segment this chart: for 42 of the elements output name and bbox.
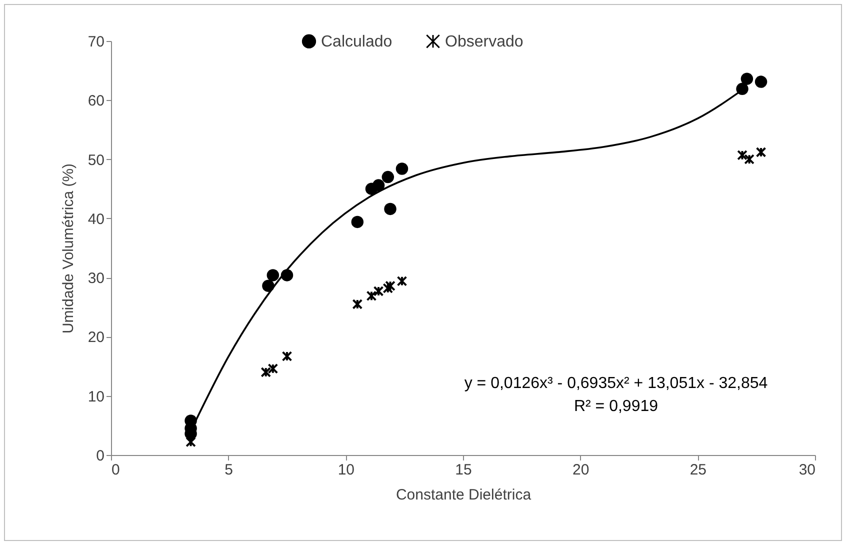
point <box>385 280 396 292</box>
point <box>737 150 748 160</box>
point <box>740 72 754 85</box>
point <box>396 162 408 175</box>
point <box>373 286 384 296</box>
y-tick-label: 70 <box>88 34 104 50</box>
x-tick-label: 5 <box>224 462 234 478</box>
point <box>366 290 377 302</box>
point <box>352 299 363 310</box>
point <box>754 76 768 88</box>
y-tick-label: 30 <box>88 270 104 288</box>
point <box>384 202 396 216</box>
y-tick-label: 0 <box>96 448 104 464</box>
point <box>282 351 292 362</box>
x-tick-label: 15 <box>455 462 472 478</box>
point <box>382 283 394 294</box>
point <box>268 363 278 374</box>
point <box>396 276 408 286</box>
point <box>744 154 754 164</box>
y-tick-label: 10 <box>88 388 104 406</box>
y-tick-label: 60 <box>88 92 104 110</box>
x-tick-label: 25 <box>690 462 707 478</box>
y-axis-title: Umidade Volumétrica (%) <box>60 163 77 334</box>
x-tick-label: 20 <box>572 462 590 478</box>
y-tick-label: 20 <box>88 329 104 346</box>
legend-label: Observado <box>445 33 524 50</box>
y-tick-label: 50 <box>88 152 104 169</box>
annotation: R² = 0,9919 <box>574 398 658 415</box>
point <box>260 367 272 378</box>
x-tick-label: 10 <box>338 462 355 478</box>
x-axis-title: Constante Dielétrica <box>396 486 532 504</box>
annotation: y = 0,0126x³ - 0,6935x² + 13,051x - 32,854 <box>464 375 768 392</box>
point <box>382 170 394 184</box>
x-tick-label: 30 <box>798 462 816 478</box>
point <box>756 147 766 158</box>
point <box>372 179 385 192</box>
y-tick-label: 40 <box>88 210 104 228</box>
point <box>351 216 364 228</box>
x-tick-label: 0 <box>112 462 120 478</box>
point <box>266 269 280 282</box>
point <box>186 436 196 448</box>
legend-label: Calculado <box>321 33 392 50</box>
